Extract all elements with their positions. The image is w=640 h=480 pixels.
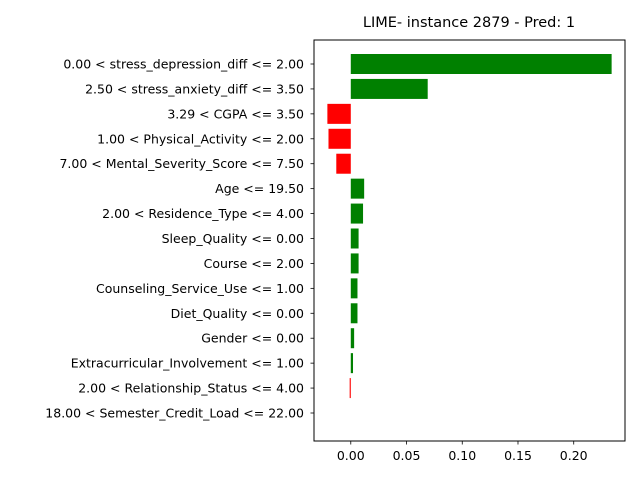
bar bbox=[350, 54, 612, 74]
x-tick-label: 0.15 bbox=[504, 448, 532, 463]
bar bbox=[336, 153, 351, 174]
y-tick-label: Sleep_Quality <= 0.00 bbox=[162, 231, 304, 246]
bars-group bbox=[327, 54, 612, 399]
y-tick-label: 1.00 < Physical_Activity <= 2.00 bbox=[97, 131, 304, 146]
y-tick-label: 2.00 < Relationship_Status <= 4.00 bbox=[78, 381, 304, 396]
bar bbox=[350, 178, 365, 199]
y-tick-label: 7.00 < Mental_Severity_Score <= 7.50 bbox=[59, 156, 304, 171]
y-tick-label: 2.50 < stress_anxiety_diff <= 3.50 bbox=[85, 81, 304, 96]
bar bbox=[350, 328, 355, 349]
x-tick-label: 0.00 bbox=[337, 448, 365, 463]
y-tick-labels: 0.00 < stress_depression_diff <= 2.00 2.5… bbox=[45, 57, 314, 421]
bar bbox=[350, 278, 358, 299]
y-tick-label: Course <= 2.00 bbox=[204, 256, 304, 271]
y-tick-label: Gender <= 0.00 bbox=[201, 331, 304, 346]
x-tick-label: 0.05 bbox=[393, 448, 421, 463]
y-tick-label: 0.00 < stress_depression_diff <= 2.00 bbox=[63, 57, 304, 72]
plot-area-frame bbox=[313, 39, 626, 442]
bar bbox=[327, 103, 351, 124]
bar bbox=[349, 378, 351, 399]
x-tick-label: 0.10 bbox=[448, 448, 476, 463]
bar bbox=[350, 228, 359, 249]
y-tick-label: Diet_Quality <= 0.00 bbox=[171, 306, 304, 321]
y-tick-label: Age <= 19.50 bbox=[215, 181, 304, 196]
bar bbox=[350, 353, 354, 374]
bar bbox=[350, 253, 359, 274]
x-ticks: 0.00 0.05 0.10 0.15 0.20 bbox=[337, 441, 588, 463]
bar bbox=[350, 78, 428, 99]
bar bbox=[350, 303, 358, 324]
y-tick-label: 18.00 < Semester_Credit_Load <= 22.00 bbox=[45, 406, 304, 421]
bar bbox=[350, 203, 364, 224]
y-tick-label: Extracurricular_Involvement <= 1.00 bbox=[71, 356, 304, 371]
y-tick-label: 3.29 < CGPA <= 3.50 bbox=[167, 106, 304, 121]
y-tick-label: 2.00 < Residence_Type <= 4.00 bbox=[102, 206, 304, 221]
chart-title: LIME- instance 2879 - Pred: 1 bbox=[363, 15, 575, 31]
x-tick-label: 0.20 bbox=[560, 448, 588, 463]
bar bbox=[328, 128, 351, 149]
y-tick-label: Counseling_Service_Use <= 1.00 bbox=[96, 281, 304, 296]
